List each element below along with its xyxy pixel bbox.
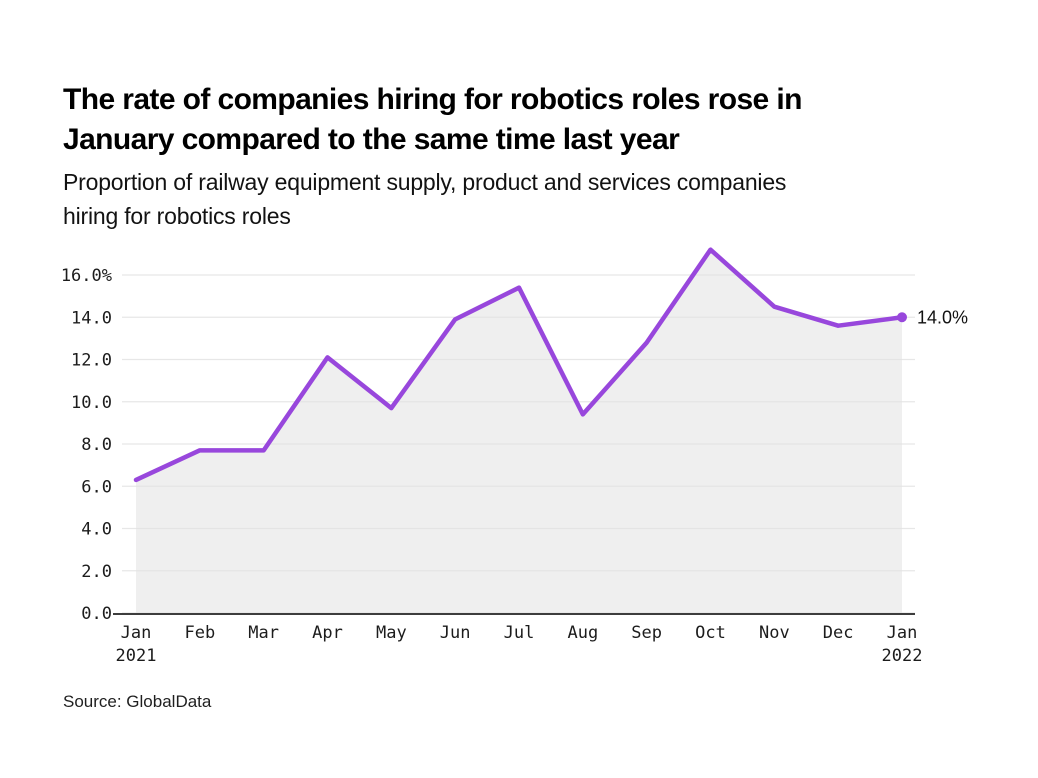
- x-tick-label: Feb: [184, 623, 215, 643]
- x-tick-label: May: [376, 623, 407, 643]
- y-tick-label: 8.0: [81, 435, 112, 455]
- y-tick-label: 6.0: [81, 477, 112, 497]
- x-tick-label: Oct: [695, 623, 726, 643]
- x-tick-label: Apr: [312, 623, 343, 643]
- x-tick-year-label: 2022: [882, 646, 923, 666]
- y-tick-label: 2.0: [81, 562, 112, 582]
- y-tick-label: 12.0: [71, 351, 112, 371]
- x-tick-label: Jan: [121, 623, 152, 643]
- x-tick-label: Sep: [631, 623, 662, 643]
- chart-subtitle: Proportion of railway equipment supply, …: [63, 165, 786, 233]
- y-tick-label: 0.0: [81, 604, 112, 624]
- chart-title: The rate of companies hiring for robotic…: [63, 80, 802, 160]
- x-tick-label: Dec: [823, 623, 854, 643]
- x-tick-label: Jan: [887, 623, 918, 643]
- data-line: [133, 247, 905, 483]
- x-tick-label: Nov: [759, 623, 790, 643]
- x-tick-year-label: 2021: [116, 646, 157, 666]
- x-tick-label: Aug: [567, 623, 598, 643]
- end-annotation: 14.0%: [917, 307, 968, 327]
- x-tick-label: Jul: [504, 623, 535, 643]
- chart-title-line-2: January compared to the same time last y…: [63, 123, 680, 156]
- y-tick-label: 10.0: [71, 393, 112, 413]
- y-tick-label: 14.0: [71, 308, 112, 328]
- end-dot: [897, 312, 907, 323]
- chart-title-line-1: The rate of companies hiring for robotic…: [63, 83, 802, 116]
- y-tick-label: 16.0%: [61, 266, 112, 286]
- y-tick-label: 4.0: [81, 520, 112, 540]
- x-tick-label: Mar: [248, 623, 279, 643]
- chart-subtitle-line-2: hiring for robotics roles: [63, 203, 291, 229]
- area-fill: [136, 249, 902, 613]
- source-attribution: Source: GlobalData: [63, 692, 212, 711]
- x-tick-label: Jun: [440, 623, 471, 643]
- chart-subtitle-line-1: Proportion of railway equipment supply, …: [63, 169, 787, 195]
